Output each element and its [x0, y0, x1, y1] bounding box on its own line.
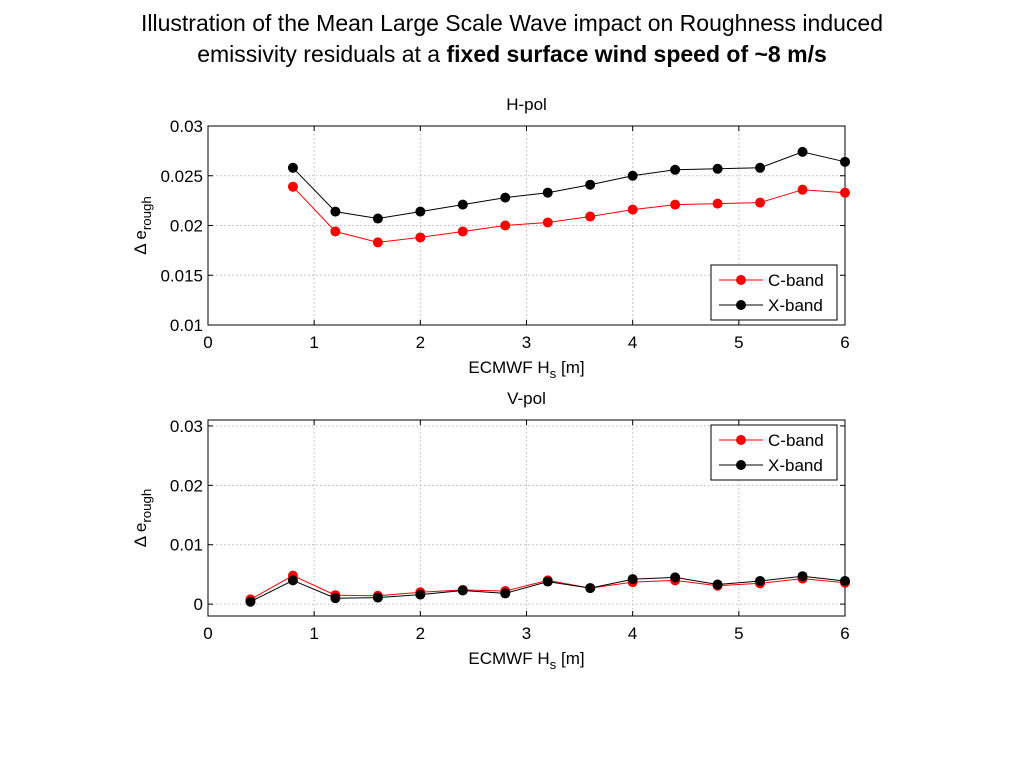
x-tick-label: 2	[416, 624, 425, 643]
x-tick-label: 1	[309, 624, 318, 643]
data-point	[372, 237, 383, 248]
data-point	[330, 593, 341, 604]
series-line	[292, 151, 846, 220]
legend-marker	[736, 435, 746, 445]
chart-0: H-pol 0 1 2 3 4 5 6 0.01 0.015 0.02 0.025 0.03 ECMWF …	[131, 95, 850, 381]
legend-label: X-band	[768, 456, 823, 475]
data-point	[627, 204, 638, 215]
chart-title: V-pol	[507, 389, 546, 408]
data-point	[415, 232, 426, 243]
legend-label: C-band	[768, 271, 824, 290]
y-tick-label: 0.03	[170, 417, 203, 436]
data-point	[457, 585, 468, 596]
y-tick-label: 0.02	[170, 217, 203, 236]
data-point	[415, 589, 426, 600]
x-tick-label: 3	[522, 624, 531, 643]
y-tick-label: 0.01	[170, 316, 203, 335]
x-axis-label: ECMWF Hs [m]	[468, 649, 584, 672]
data-point	[797, 146, 808, 157]
data-point	[542, 187, 553, 198]
data-point	[585, 211, 596, 222]
data-point	[670, 199, 681, 210]
data-point	[712, 163, 723, 174]
x-tick-label: 5	[734, 333, 743, 352]
data-point	[330, 226, 341, 237]
data-point	[840, 156, 850, 167]
data-point	[670, 572, 681, 583]
data-point	[585, 179, 596, 190]
data-point	[287, 162, 298, 173]
data-point	[755, 575, 766, 586]
x-tick-label: 4	[628, 333, 637, 352]
series-x-band	[287, 146, 850, 224]
series-line	[292, 186, 846, 243]
legend: C-band X-band	[710, 264, 838, 321]
x-tick-label: 6	[840, 624, 849, 643]
data-point	[585, 583, 596, 594]
data-point	[542, 576, 553, 587]
slide-title: Illustration of the Mean Large Scale Wav…	[0, 8, 1024, 70]
data-point	[500, 220, 511, 231]
y-tick-label: 0	[194, 595, 203, 614]
legend-marker	[736, 275, 746, 285]
data-point	[330, 206, 341, 217]
data-point	[712, 198, 723, 209]
data-point	[755, 162, 766, 173]
chart-title: H-pol	[506, 95, 547, 114]
data-point	[245, 596, 256, 607]
y-tick-label: 0.015	[160, 266, 203, 285]
data-point	[712, 579, 723, 590]
x-axis-label: ECMWF Hs [m]	[468, 358, 584, 381]
legend-label: C-band	[768, 431, 824, 450]
x-tick-label: 5	[734, 624, 743, 643]
x-tick-label: 4	[628, 624, 637, 643]
title-line-2-plain: emissivity residuals at a	[197, 41, 447, 67]
data-point	[457, 199, 468, 210]
chart-1: V-pol 0 1 2 3 4 5 6 0 0.01 0.02 0.03 ECMWF Hs [m] Δ e…	[131, 389, 850, 672]
data-point	[627, 170, 638, 181]
x-tick-label: 6	[840, 333, 849, 352]
data-point	[797, 571, 808, 582]
data-point	[670, 164, 681, 175]
data-point	[287, 181, 298, 192]
y-tick-label: 0.025	[160, 167, 203, 186]
data-point	[287, 575, 298, 586]
data-point	[627, 574, 638, 585]
legend-marker	[736, 460, 746, 470]
legend-marker	[736, 300, 746, 310]
x-tick-label: 0	[203, 333, 212, 352]
data-point	[372, 592, 383, 603]
series-x-band	[245, 571, 850, 607]
y-axis-label: Δ erough	[131, 489, 154, 548]
title-line-2-bold: fixed surface wind speed of ~8 m/s	[446, 41, 827, 67]
legend-box	[710, 264, 838, 321]
x-tick-label: 3	[522, 333, 531, 352]
data-point	[500, 192, 511, 203]
title-line-1: Illustration of the Mean Large Scale Wav…	[141, 10, 883, 36]
y-tick-label: 0.01	[170, 536, 203, 555]
y-tick-label: 0.03	[170, 117, 203, 136]
data-point	[840, 187, 850, 198]
y-tick-label: 0.02	[170, 476, 203, 495]
title-line-2: emissivity residuals at a fixed surface …	[0, 39, 1024, 70]
x-tick-label: 2	[416, 333, 425, 352]
data-point	[457, 226, 468, 237]
legend-box	[710, 424, 838, 481]
legend-label: X-band	[768, 296, 823, 315]
series-c-band	[287, 181, 850, 248]
data-point	[372, 213, 383, 224]
data-point	[415, 206, 426, 217]
data-point	[840, 575, 850, 586]
data-point	[755, 197, 766, 208]
legend: C-band X-band	[710, 424, 838, 481]
y-axis-label: Δ erough	[131, 196, 154, 255]
x-tick-label: 0	[203, 624, 212, 643]
data-point	[542, 217, 553, 228]
x-tick-label: 1	[309, 333, 318, 352]
data-point	[500, 588, 511, 599]
data-point	[797, 184, 808, 195]
